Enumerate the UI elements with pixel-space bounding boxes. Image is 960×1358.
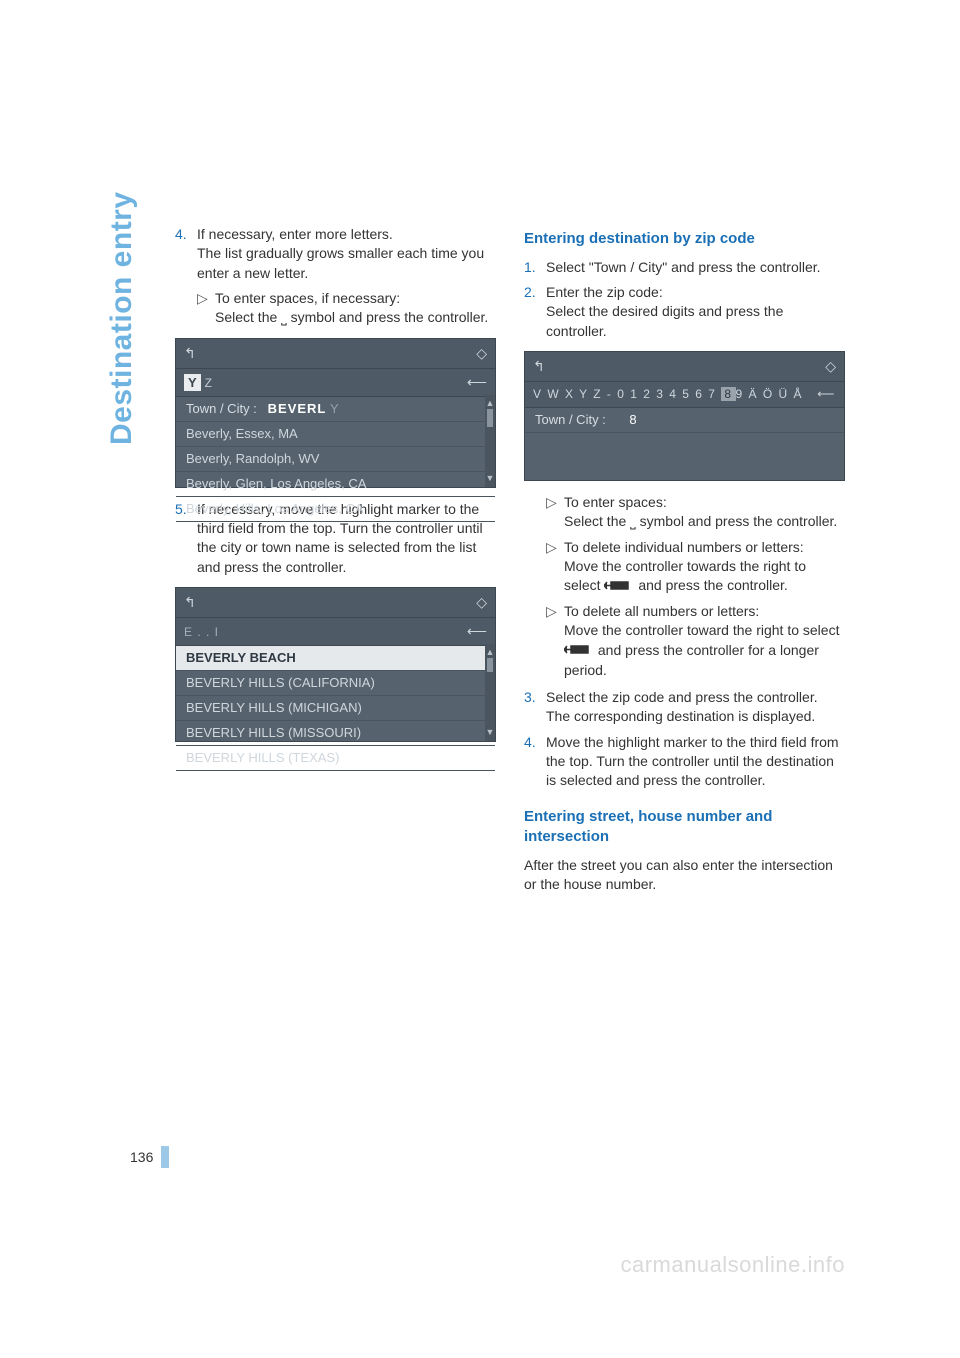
home-icon: ◇: [825, 357, 836, 376]
scroll-up-icon: ▲: [485, 646, 495, 658]
step-text: Enter the zip code:: [546, 283, 845, 302]
step-4: 4. If necessary, enter more letters. The…: [175, 225, 496, 328]
substep-body: and press the controller for a longer pe…: [564, 642, 819, 678]
input-hint: Y: [330, 401, 340, 416]
keyboard-highlight: Y: [184, 374, 201, 391]
step-2: 2. Enter the zip code: Select the desire…: [524, 283, 845, 341]
substep-label: To enter spaces, if necessary:: [215, 289, 488, 308]
enter-icon: ⟵: [467, 373, 487, 392]
input-label: Town / City :: [535, 412, 606, 427]
step-number: 3.: [524, 688, 546, 727]
step-text: Select the desired digits and press the …: [546, 302, 845, 341]
bullet-icon: ▷: [197, 289, 215, 328]
step-4: 4. Move the highlight marker to the thir…: [524, 733, 845, 791]
keyboard-text: E . . I: [184, 624, 219, 641]
enter-icon: ⟵: [467, 622, 487, 641]
bullet-icon: ▷: [546, 493, 564, 532]
keyboard-text: Z: [205, 376, 213, 390]
keyboard-chars: 9 Ä Ö Ü Å: [736, 387, 804, 401]
right-column: Entering destination by zip code 1. Sele…: [524, 225, 845, 895]
bullet-icon: ▷: [546, 602, 564, 680]
footer-watermark: carmanualsonline.info: [620, 1252, 845, 1278]
keyboard-highlight: 8: [721, 387, 735, 401]
delete-arrow-icon: [564, 641, 594, 660]
substep-body: Select the ⎵ symbol and press the contro…: [215, 308, 488, 327]
body-text: After the street you can also enter the …: [524, 856, 845, 895]
step-1: 1. Select "Town / City" and press the co…: [524, 258, 845, 277]
scroll-down-icon: ▼: [485, 472, 495, 484]
step-text: Move the highlight marker to the third f…: [546, 733, 845, 791]
page-number: 136: [130, 1146, 169, 1168]
page-content: 4. If necessary, enter more letters. The…: [0, 0, 960, 895]
list-item: BEVERLY HILLS (MISSOURI): [176, 721, 495, 746]
input-entered: BEVERL: [268, 401, 327, 416]
list-item: BEVERLY HILLS (CALIFORNIA): [176, 671, 495, 696]
list-item: Beverly, Randolph, WV: [176, 447, 495, 472]
step-number: 1.: [524, 258, 546, 277]
page-bar-icon: [161, 1146, 169, 1168]
substep-body: and press the controller.: [638, 577, 787, 593]
home-icon: ◇: [476, 344, 487, 363]
step-number: 4.: [524, 733, 546, 791]
substep-label: To delete all numbers or letters:: [564, 602, 845, 621]
keyboard-chars: V W X Y Z - 0 1 2 3 4 5 6 7: [533, 387, 716, 401]
substep-body: Move the controller toward the right to …: [564, 622, 839, 638]
step-number: 4.: [175, 225, 197, 328]
step-number: 2.: [524, 283, 546, 341]
step-3: 3. Select the zip code and press the con…: [524, 688, 845, 727]
scroll-up-icon: ▲: [485, 397, 495, 409]
heading-street: Entering street, house number and inters…: [524, 807, 845, 848]
nav-screenshot-2: ↰ ◇ E . . I ⟵ BEVERLY BEACH BEVERLY HILL…: [175, 587, 496, 742]
input-value: 8: [609, 412, 636, 427]
enter-icon: ⟵: [817, 386, 836, 403]
back-icon: ↰: [184, 593, 196, 612]
list-item-selected: BEVERLY BEACH: [176, 646, 495, 671]
delete-arrow-icon: [604, 577, 634, 596]
heading-zip: Entering destination by zip code: [524, 229, 845, 250]
nav-screenshot-zip: ↰ ◇ V W X Y Z - 0 1 2 3 4 5 6 7 89 Ä Ö Ü…: [524, 351, 845, 481]
list-item: BEVERLY HILLS (MICHIGAN): [176, 696, 495, 721]
list-item: BEVERLY HILLS (TEXAS): [176, 746, 495, 771]
home-icon: ◇: [476, 593, 487, 612]
substep-label: To delete individual numbers or letters:: [564, 538, 845, 557]
substep-body: Select the ⎵ symbol and press the contro…: [564, 512, 837, 531]
input-label: Town / City :: [186, 401, 257, 416]
nav-screenshot-1: ↰ ◇ Y Z ⟵ Town / City : BEVERL Y Beverly…: [175, 338, 496, 488]
step-text: Select "Town / City" and press the contr…: [546, 258, 845, 277]
step-text: The list gradually grows smaller each ti…: [197, 244, 496, 283]
back-icon: ↰: [533, 357, 545, 376]
step-text: Select the zip code and press the contro…: [546, 688, 845, 727]
substep-label: To enter spaces:: [564, 493, 837, 512]
back-icon: ↰: [184, 344, 196, 363]
left-column: 4. If necessary, enter more letters. The…: [175, 225, 496, 895]
bullet-icon: ▷: [546, 538, 564, 597]
scroll-down-icon: ▼: [485, 726, 495, 738]
list-item: Beverly, Essex, MA: [176, 422, 495, 447]
step-text: If necessary, enter more letters.: [197, 225, 496, 244]
list-item: Beverly, Glen, Los Angeles, CA: [176, 472, 495, 497]
list-item: Beverly, Hills, Los Angeles, CA: [176, 497, 495, 522]
